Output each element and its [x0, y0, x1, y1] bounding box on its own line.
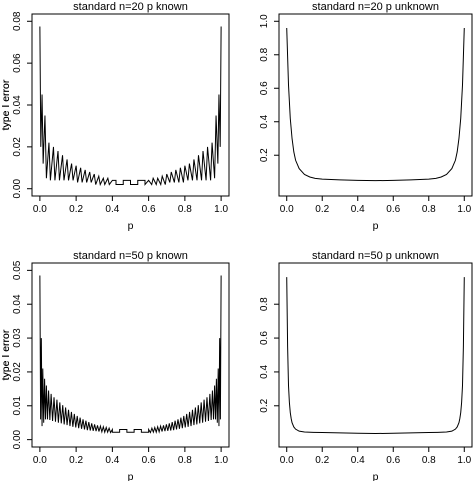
plot-title: standard n=50 p unknown	[312, 250, 439, 262]
plot-title: standard n=50 p known	[73, 250, 188, 262]
plot-frame	[31, 262, 230, 448]
panel-n20-known: standard n=20 p known p type I error 0.0 0.2…	[0, 1, 230, 232]
x-tick-label: 0.0	[280, 455, 294, 466]
x-tick-label: 0.4	[351, 204, 365, 215]
plot-frame	[278, 262, 473, 448]
x-tick-label: 0.6	[142, 455, 156, 466]
x-tick-label: 1.0	[214, 455, 228, 466]
series-line	[39, 275, 222, 435]
x-tick-label: 0.0	[280, 204, 294, 215]
y-tick-label: 0.04	[12, 95, 23, 115]
y-tick-label: 0.00	[12, 179, 23, 199]
y-tick-label: 0.03	[12, 328, 23, 348]
series-line	[286, 277, 465, 435]
y-tick-label: 0.4	[259, 114, 270, 128]
plot-frame	[278, 13, 473, 197]
y-tick-label: 0.08	[12, 11, 23, 31]
x-tick-label: 1.0	[457, 455, 471, 466]
x-tick-label: 0.2	[69, 204, 83, 215]
x-tick-label: 0.8	[422, 455, 436, 466]
x-tick-label: 0.6	[386, 204, 400, 215]
panel-n50-known: standard n=50 p known p type I error 0.0 0.2…	[0, 250, 230, 481]
y-tick-label: 0.8	[259, 297, 270, 311]
y-axis-label: type I error	[0, 79, 12, 130]
y-axis-label: type I error	[0, 329, 12, 380]
x-tick-label: 0.8	[178, 455, 192, 466]
y-tick-label: 0.02	[12, 362, 23, 382]
y-axis-label: type I error	[0, 329, 12, 380]
x-tick-label: 0.2	[315, 204, 329, 215]
y-tick-label: 0.00	[12, 429, 23, 449]
x-axis-label: p	[128, 220, 134, 232]
y-tick-label: 0.6	[259, 331, 270, 345]
y-tick-label: 0.2	[259, 398, 270, 412]
y-tick-label: 0.8	[259, 47, 270, 61]
x-tick-label: 1.0	[214, 204, 228, 215]
series-line	[39, 26, 222, 187]
x-tick-label: 0.2	[69, 455, 83, 466]
y-tick-label: 0.4	[259, 365, 270, 379]
x-tick-label: 0.0	[33, 204, 47, 215]
y-tick-label: 0.04	[12, 294, 23, 314]
series-line	[286, 27, 465, 182]
plot-title: standard n=20 p unknown	[312, 1, 439, 13]
y-tick-label: 0.01	[12, 396, 23, 416]
y-tick-label: 0.05	[12, 260, 23, 280]
plot-title: standard n=20 p known	[73, 1, 188, 13]
x-axis-label: p	[373, 220, 379, 232]
x-tick-label: 0.6	[142, 204, 156, 215]
y-tick-label: 0.6	[259, 81, 270, 95]
plot-frame	[31, 13, 230, 197]
x-tick-label: 0.4	[105, 204, 119, 215]
x-tick-label: 1.0	[457, 204, 471, 215]
y-tick-label: 0.02	[12, 137, 23, 157]
y-axis-label: type I error	[0, 79, 12, 130]
y-tick-label: 1.0	[259, 14, 270, 28]
x-tick-label: 0.8	[178, 204, 192, 215]
x-axis-label: p	[128, 471, 134, 481]
x-tick-label: 0.6	[386, 455, 400, 466]
x-tick-label: 0.8	[422, 204, 436, 215]
x-tick-label: 0.0	[33, 455, 47, 466]
x-tick-label: 0.2	[315, 455, 329, 466]
x-tick-label: 0.4	[105, 455, 119, 466]
y-tick-label: 0.06	[12, 53, 23, 73]
y-tick-label: 0.2	[259, 148, 270, 162]
x-axis-label: p	[373, 471, 379, 481]
x-tick-label: 0.4	[351, 455, 365, 466]
